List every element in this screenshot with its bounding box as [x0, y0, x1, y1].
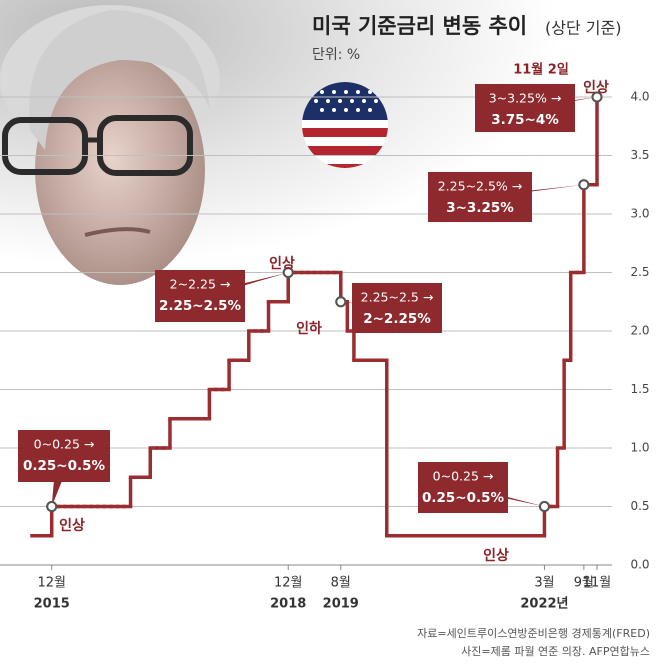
callout-to: 3~3.25% — [446, 200, 514, 216]
x-year-label: 2018 — [270, 597, 306, 612]
callout: 3~3.25% → 3.75~4% — [475, 84, 597, 132]
x-tick-label: 12월 — [274, 576, 303, 591]
event-marker-top — [591, 91, 603, 103]
us-flag — [302, 82, 388, 168]
event-marker-top — [578, 179, 590, 191]
unit-label: 단위: % — [312, 47, 360, 63]
callout-to: 2.25~2.5% — [159, 298, 242, 314]
x-year-label: 2022년 — [520, 597, 568, 612]
date-note: 11월 2일 — [513, 62, 569, 78]
event-marker-top — [335, 296, 347, 308]
callout-box — [18, 430, 110, 482]
event-marker-top — [538, 501, 550, 512]
subtitle: (상단 기준) — [545, 19, 621, 38]
event-label: 인상 — [483, 547, 509, 564]
callout-from: 2~2.25 → — [170, 277, 231, 292]
event-label: 인상 — [59, 517, 85, 534]
y-tick-label: 3.5 — [630, 148, 649, 162]
callout-from: 2.25~2.5% → — [438, 179, 523, 194]
callout: 2~2.25 → 2.25~2.5% — [155, 270, 289, 322]
y-tick-label: 1.5 — [630, 382, 649, 396]
callout-box — [428, 172, 532, 222]
x-tick-label: 9월 — [574, 576, 594, 591]
x-year-label: 2015 — [34, 597, 70, 612]
callout-to: 2~2.25% — [363, 311, 431, 327]
event-marker-top — [46, 501, 58, 512]
event-marker-top — [282, 267, 294, 278]
y-tick-label: 2.5 — [630, 265, 649, 279]
x-tick-label: 3월 — [534, 576, 554, 591]
callout: 0~0.25 → 0.25~0.5% — [18, 430, 110, 507]
event-label: 인상 — [269, 255, 295, 272]
callout: 0~0.25 → 0.25~0.5% — [418, 462, 545, 513]
y-tick-label: 1.0 — [630, 441, 649, 455]
x-tick-label: 11월 — [583, 576, 612, 591]
event-label: 인상 — [583, 79, 609, 96]
y-tick-label: 3.0 — [630, 207, 649, 221]
callout: 2.25~2.5 → 2~2.25% — [340, 283, 442, 333]
callout-to: 0.25~0.5% — [422, 490, 505, 506]
y-tick-label: 0.0 — [630, 558, 649, 572]
event-label: 인하 — [296, 320, 322, 337]
callout-from: 3~3.25% → — [489, 91, 562, 106]
x-tick-label: 8월 — [331, 576, 351, 591]
y-tick-label: 4.0 — [630, 90, 649, 104]
y-tick-label: 2.0 — [630, 324, 649, 338]
y-tick-label: 0.5 — [630, 499, 649, 513]
x-tick-label: 12월 — [37, 576, 66, 591]
callout-box — [475, 84, 575, 132]
callout-from: 0~0.25 → — [34, 437, 95, 452]
photo — [0, 5, 220, 285]
callout-box — [155, 270, 245, 322]
x-year-label: 2019 — [323, 597, 359, 612]
callout-from: 0~0.25 → — [433, 469, 494, 484]
source: 자료=세인트루이스연방준비은행 경제통계(FRED) — [417, 627, 650, 640]
callout-from: 2.25~2.5 → — [361, 290, 434, 305]
callout-to: 0.25~0.5% — [23, 458, 106, 474]
photo-credit: 사진=제롬 파월 연준 의장. AFP연합뉴스 — [461, 645, 650, 658]
callout-box — [418, 462, 508, 513]
callout-to: 3.75~4% — [491, 112, 559, 128]
callout: 2.25~2.5% → 3~3.25% — [428, 172, 584, 222]
title: 미국 기준금리 변동 추이 — [312, 14, 527, 38]
callout-box — [352, 283, 442, 333]
